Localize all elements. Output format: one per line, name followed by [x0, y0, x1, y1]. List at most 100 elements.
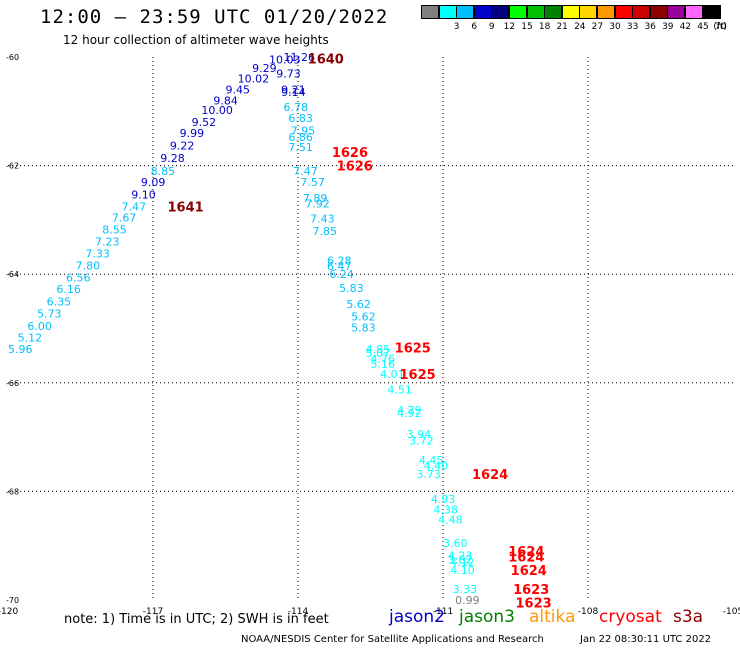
pass-time-label: 1625 [395, 342, 431, 357]
legend-label: 33 [626, 22, 639, 32]
legend-label: 30 [609, 22, 621, 32]
wave-height-value: 7.80 [76, 260, 101, 273]
wave-height-value: 6.16 [56, 283, 80, 296]
legend-label: 21 [556, 22, 568, 32]
wave-height-value: 9.21 [281, 84, 306, 97]
wave-height-value: 8.55 [102, 224, 127, 237]
wave-height-value: 6.28 [327, 255, 352, 268]
wave-height-value: 6.35 [47, 295, 72, 308]
legend-label: 18 [538, 22, 551, 32]
wave-height-value: 7.43 [310, 212, 335, 225]
legend-swatch [614, 5, 633, 19]
pass-time-label: 1626 [332, 146, 368, 161]
lat-tick-label: -60 [6, 53, 19, 62]
wave-height-value: 3.72 [409, 434, 434, 447]
wave-height-value: 9.29 [252, 62, 276, 75]
wave-height-value: 4.38 [433, 503, 458, 516]
lon-tick-label: -120 [0, 607, 18, 617]
legend-label: 36 [644, 22, 656, 32]
wave-height-value: 5.12 [18, 332, 42, 345]
wave-height-value: 0.99 [455, 594, 480, 607]
legend-label: 3 [453, 22, 460, 32]
units-note: note: 1) Time is in UTC; 2) SWH is in fe… [64, 612, 329, 627]
lon-tick-label: -111 [433, 607, 453, 617]
wave-height-value: 4.51 [387, 383, 412, 396]
wave-height-value: 4.23 [448, 549, 473, 562]
footer-timestamp: Jan 22 08:30:11 UTC 2022 [580, 634, 712, 645]
wave-height-value: 10.02 [238, 73, 269, 86]
wave-height-value: 7.47 [293, 165, 318, 178]
wave-height-value: 7.47 [122, 200, 147, 213]
wave-height-value: 3.94 [407, 428, 432, 441]
wave-height-value: 7.89 [303, 192, 328, 205]
pass-time-label: 1624 [508, 545, 544, 560]
legend-swatch [544, 5, 563, 19]
legend-swatch [491, 5, 510, 19]
wave-height-value: 7.95 [291, 124, 316, 137]
legend-swatch [649, 5, 668, 19]
pass-time-label: 1640 [308, 53, 344, 68]
wave-height-value: 5.96 [8, 343, 33, 356]
wave-height-value: 7.51 [288, 141, 313, 154]
satellite-altika: altika [529, 607, 576, 627]
lat-tick-label: -64 [6, 270, 19, 279]
wave-height-value: 10.03 [269, 54, 301, 67]
wave-height-value: 4.76 [371, 352, 396, 365]
legend-label: 24 [574, 22, 586, 32]
wave-height-value: 9.45 [226, 84, 251, 97]
legend-swatch [473, 5, 492, 19]
lat-tick-label: -62 [6, 162, 19, 171]
wave-height-value: 7.57 [300, 176, 325, 189]
wave-height-value: 6.56 [66, 271, 91, 284]
wave-height-value: 3.33 [453, 583, 478, 596]
wave-height-value: 9.52 [192, 116, 217, 129]
legend-label: 42 [679, 22, 692, 32]
legend-label: 45 [697, 22, 709, 32]
wave-height-value: 7.23 [95, 236, 120, 249]
wave-height-value: 9.73 [276, 67, 301, 80]
wave-height-value: 4.92 [397, 407, 422, 420]
wave-height-value: 7.67 [112, 212, 136, 225]
wave-height-value: 5.16 [371, 358, 396, 371]
legend-label: 39 [662, 22, 674, 32]
pass-time-label: 1624 [472, 468, 508, 483]
wave-height-value: 5.83 [339, 282, 364, 295]
wave-height-value: 4.48 [438, 514, 463, 527]
pass-time-label: 1641 [168, 200, 204, 215]
wave-height-value: 3.73 [416, 468, 441, 481]
legend-swatch [526, 5, 545, 19]
lat-tick-label: -68 [6, 487, 19, 496]
lat-tick-label: -70 [6, 596, 19, 605]
wave-height-value: 4.79 [397, 404, 422, 417]
pass-time-label: 1624 [508, 551, 544, 566]
pass-time-label: 1623 [513, 583, 549, 598]
wave-height-value: 6.83 [288, 112, 313, 125]
page-subtitle: 12 hour collection of altimeter wave hei… [63, 33, 329, 47]
wave-height-value: 4.12 [450, 556, 475, 569]
legend-label: 70 [714, 22, 727, 32]
legend-swatch [597, 5, 615, 19]
legend-unit: (ft) [713, 22, 727, 32]
legend-swatch [456, 5, 475, 19]
wave-height-value: 4.40 [424, 459, 449, 472]
wave-height-value: 9.22 [170, 140, 195, 153]
wave-height-value: 5.07 [366, 347, 391, 360]
wave-height-value: 7.33 [85, 248, 110, 261]
legend-swatch [702, 5, 721, 19]
legend-swatch [579, 5, 598, 19]
satellite-cryosat: cryosat [599, 607, 662, 627]
lon-tick-label: -114 [288, 607, 309, 617]
wave-height-value: 9.84 [213, 94, 238, 107]
wave-height-value: 6.24 [329, 268, 354, 281]
page-title: 12:00 – 23:59 UTC 01/20/2022 [40, 6, 389, 28]
wave-height-value: 10.00 [201, 104, 233, 117]
pass-time-label: 1623 [516, 597, 552, 612]
wave-height-value: 5.83 [351, 321, 376, 334]
wave-height-value: 5.62 [351, 311, 376, 324]
pass-time-label: 1626 [337, 160, 373, 175]
pass-time-label: 1624 [511, 564, 547, 579]
legend-swatch [421, 5, 439, 19]
footer-organization: NOAA/NESDIS Center for Satellite Applica… [241, 634, 544, 645]
lon-tick-label: -105 [723, 607, 740, 617]
